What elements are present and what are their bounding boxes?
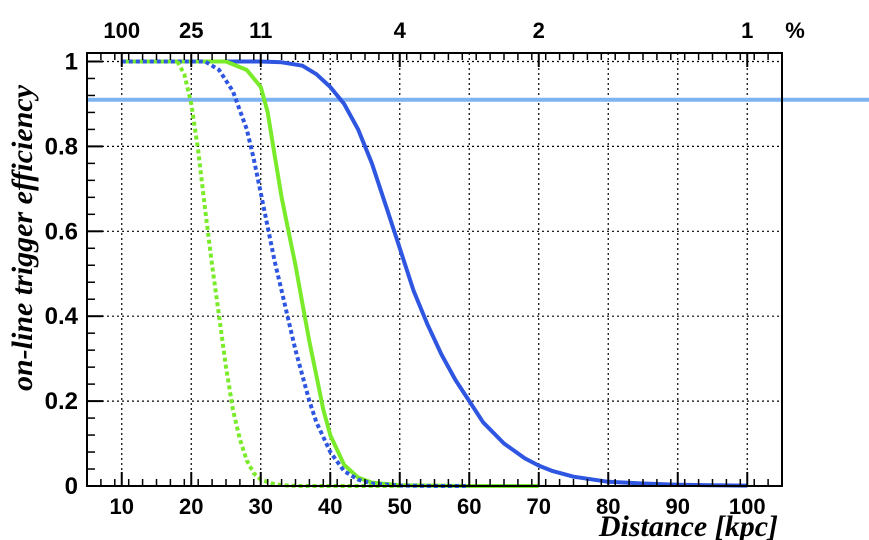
x-tick-label: 60 bbox=[457, 494, 481, 519]
top-axis-label: 25 bbox=[179, 18, 203, 43]
x-tick-label: 50 bbox=[388, 494, 412, 519]
y-tick-label: 0.2 bbox=[45, 388, 78, 415]
y-axis-title: on-line trigger efficiency bbox=[6, 84, 39, 391]
series-2-line bbox=[121, 59, 539, 488]
x-tick-label: 80 bbox=[596, 494, 620, 519]
top-axis-label: 100 bbox=[103, 18, 140, 43]
series-4-line bbox=[175, 60, 400, 488]
x-tick-label: 30 bbox=[249, 494, 273, 519]
x-tick-label: 20 bbox=[179, 494, 203, 519]
top-axis-label: 1 bbox=[741, 18, 753, 43]
x-axis-title: Distance [kpc] bbox=[598, 510, 778, 540]
y-tick-label: 0.8 bbox=[45, 133, 78, 160]
x-tick-label: 70 bbox=[527, 494, 551, 519]
y-tick-label: 0 bbox=[65, 473, 78, 500]
x-tick-label: 100 bbox=[729, 494, 766, 519]
series-1-line bbox=[121, 59, 748, 488]
x-tick-label: 10 bbox=[110, 494, 134, 519]
y-tick-label: 1 bbox=[65, 48, 78, 75]
x-tick-label: 90 bbox=[666, 494, 690, 519]
top-axis-label: 2 bbox=[533, 18, 545, 43]
top-axis-label: 11 bbox=[249, 18, 272, 43]
grid bbox=[87, 53, 782, 486]
x-tick-label: 40 bbox=[318, 494, 342, 519]
axis-ticks bbox=[86, 53, 783, 487]
tick-labels: 10 20 30 40 50 60 70 80 90 100 0 0.2 0.4 0.6 0.8 1 100 25… bbox=[45, 18, 766, 519]
top-axis-unit-label: % bbox=[785, 18, 805, 43]
y-tick-label: 0.4 bbox=[45, 303, 79, 330]
y-tick-label: 0.6 bbox=[45, 218, 78, 245]
top-axis-label: 4 bbox=[394, 18, 407, 43]
